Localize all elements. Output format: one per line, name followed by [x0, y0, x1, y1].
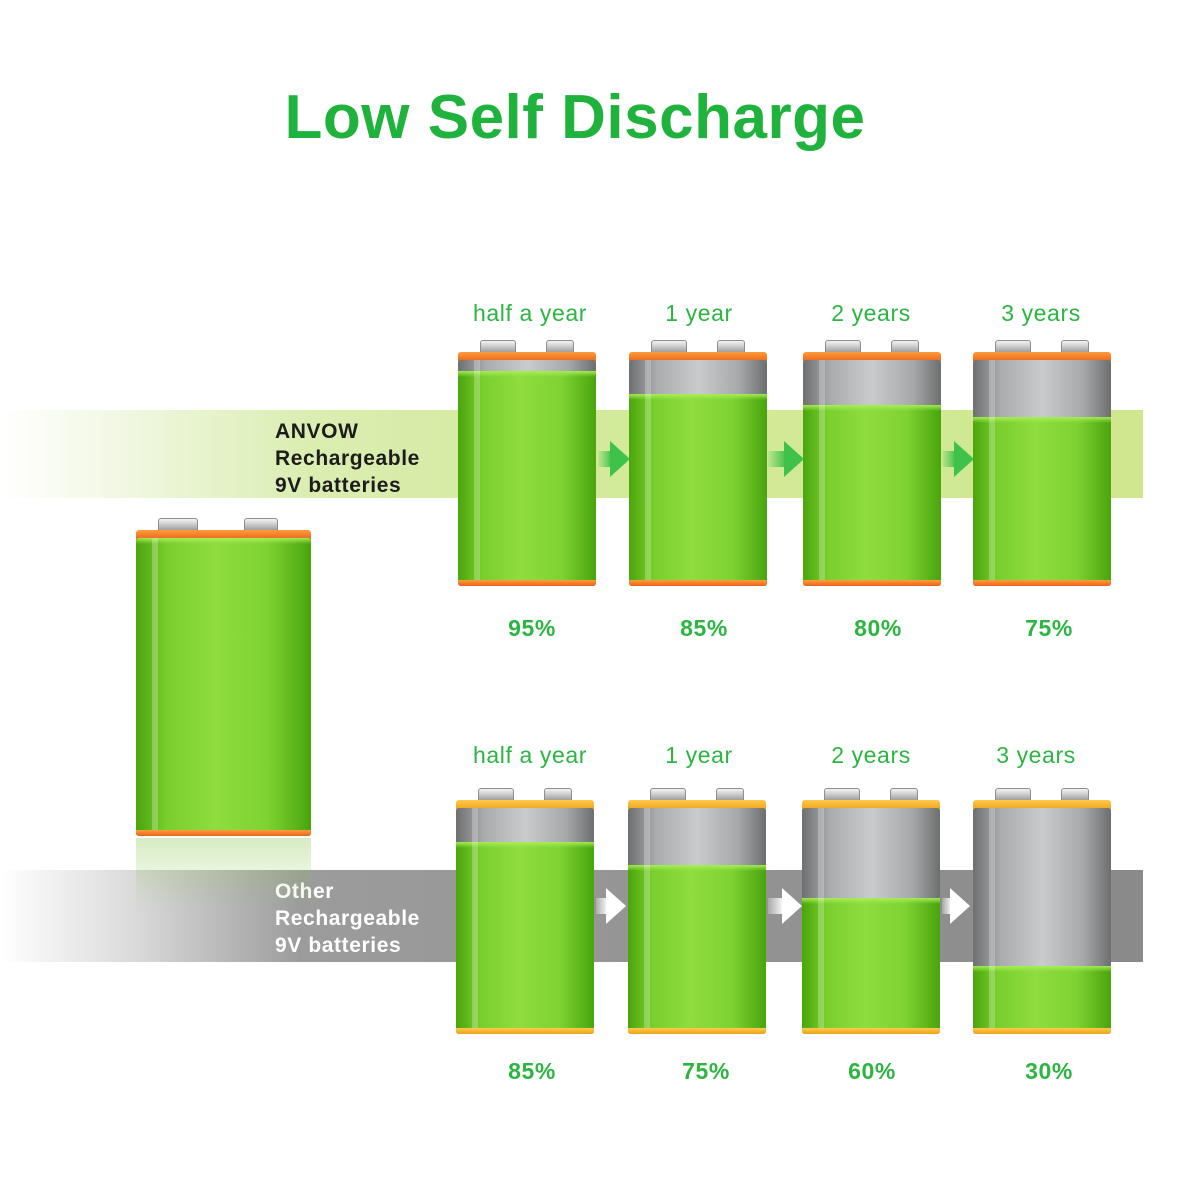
other-charge-percent: 60%	[848, 1058, 896, 1084]
anvow-label-line: ANVOW	[275, 420, 359, 443]
terminal-icon	[480, 340, 516, 354]
anvow-label: ANVOW Rechargeable 9V batteries	[275, 418, 420, 499]
other-label: Other Rechargeable 9V batteries	[275, 878, 420, 959]
arrow-right-icon	[950, 888, 970, 924]
anvow-battery-icon	[629, 340, 767, 586]
anvow-charge-percent: 75%	[1025, 615, 1073, 641]
terminal-icon	[546, 340, 574, 354]
battery-fill	[803, 405, 941, 586]
terminal-icon	[650, 788, 686, 802]
page-title: Low Self Discharge	[284, 83, 866, 152]
other-label-line: Other	[275, 878, 420, 905]
other-period: 2 years	[831, 742, 911, 768]
anvow-battery-icon	[803, 340, 941, 586]
arrow-right-icon	[782, 888, 802, 924]
battery-fill	[802, 898, 940, 1034]
terminal-icon	[544, 788, 572, 802]
terminal-icon	[995, 788, 1031, 802]
battery-body	[136, 538, 311, 836]
battery-fill	[629, 393, 767, 586]
battery-cap	[136, 530, 311, 540]
other-label-line: Rechargeable	[275, 907, 420, 930]
other-period: half a year	[473, 742, 587, 768]
terminal-icon	[717, 340, 745, 354]
other-label-line: 9V batteries	[275, 934, 402, 957]
arrow-right-icon	[784, 441, 804, 477]
battery-fill	[628, 864, 766, 1034]
other-battery-icon	[802, 788, 940, 1034]
terminal-icon	[824, 788, 860, 802]
anvow-charge-percent: 85%	[680, 615, 728, 641]
terminal-icon	[244, 518, 278, 532]
hero-battery-icon	[136, 518, 311, 836]
anvow-period: 2 years	[831, 300, 911, 326]
battery-fill	[973, 966, 1111, 1034]
battery-fill	[973, 416, 1111, 586]
other-battery-icon	[628, 788, 766, 1034]
anvow-battery-icon	[973, 340, 1111, 586]
other-charge-percent: 30%	[1025, 1058, 1073, 1084]
terminal-icon	[891, 340, 919, 354]
terminal-icon	[478, 788, 514, 802]
anvow-label-line: Rechargeable	[275, 447, 420, 470]
arrow-right-icon	[954, 441, 974, 477]
terminal-icon	[1061, 340, 1089, 354]
terminal-icon	[890, 788, 918, 802]
terminal-icon	[995, 340, 1031, 354]
anvow-label-line: 9V batteries	[275, 474, 402, 497]
anvow-charge-percent: 80%	[854, 615, 902, 641]
anvow-period: 3 years	[1001, 300, 1081, 326]
terminal-icon	[651, 340, 687, 354]
terminal-icon	[158, 518, 198, 532]
hero-battery-reflection	[136, 838, 311, 908]
anvow-battery-icon	[458, 340, 596, 586]
terminal-icon	[1061, 788, 1089, 802]
anvow-period: half a year	[473, 300, 587, 326]
other-charge-percent: 85%	[508, 1058, 556, 1084]
other-charge-percent: 75%	[682, 1058, 730, 1084]
other-battery-icon	[973, 788, 1111, 1034]
anvow-charge-percent: 95%	[508, 615, 556, 641]
terminal-icon	[825, 340, 861, 354]
other-battery-icon	[456, 788, 594, 1034]
arrow-right-icon	[610, 441, 630, 477]
other-period: 1 year	[665, 742, 733, 768]
battery-fill	[456, 841, 594, 1034]
other-period: 3 years	[996, 742, 1076, 768]
anvow-period: 1 year	[665, 300, 733, 326]
terminal-icon	[716, 788, 744, 802]
battery-fill	[136, 538, 311, 836]
arrow-right-icon	[606, 888, 626, 924]
battery-fill	[458, 371, 596, 586]
